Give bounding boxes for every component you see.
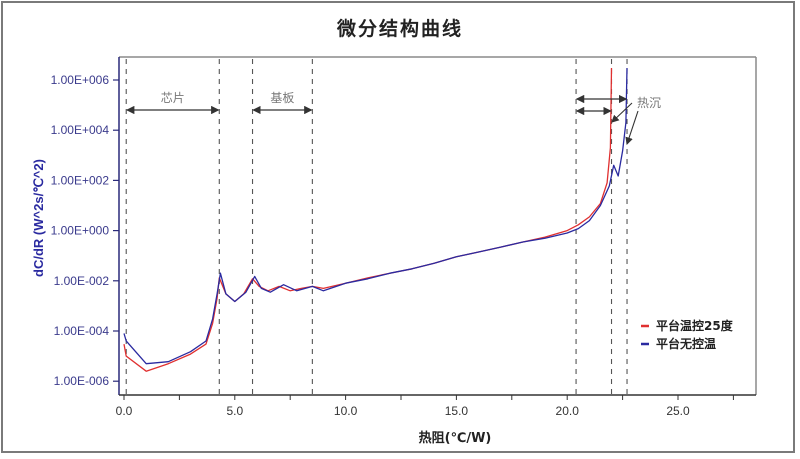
plot-area — [118, 56, 757, 396]
chart-frame — [1, 1, 795, 453]
x-tick-label: 10.0 — [334, 404, 358, 418]
pointer-arrow — [611, 102, 633, 123]
legend-label: 平台无控温 — [656, 336, 716, 351]
region-label: 芯片 — [161, 91, 185, 105]
x-tick-label: 20.0 — [556, 404, 580, 418]
y-tick-label: 1.00E-002 — [54, 274, 110, 288]
region-label: 基板 — [270, 91, 294, 105]
y-axis-label: dC/dR (W^2s/℃^2) — [31, 159, 46, 277]
pointer-arrow — [625, 110, 639, 146]
region-label-heatsink: 热沉 — [637, 96, 661, 110]
data-series — [123, 67, 628, 372]
y-tick-label: 1.00E+006 — [51, 73, 110, 87]
y-tick-label: 1.00E+004 — [51, 123, 110, 137]
series-line-uncontrolled — [123, 67, 628, 365]
legend-label: 平台温控25度 — [656, 318, 734, 333]
x-tick-label: 25.0 — [666, 404, 690, 418]
x-axis-label: 热阻(℃/W) — [419, 430, 492, 446]
x-tick-label: 0.0 — [116, 404, 133, 418]
x-tick-label: 15.0 — [445, 404, 469, 418]
y-axis: 1.00E+006 1.00E+004 1.00E+002 1.00E+000 1.00… — [51, 73, 119, 388]
x-tick-label: 5.0 — [226, 404, 243, 418]
region-annotations: 芯片 基板 热沉 — [126, 91, 661, 146]
series-line-temp-controlled — [123, 67, 613, 372]
x-axis: 0.0 5.0 10.0 15.0 20.0 25.0 — [116, 395, 734, 418]
chart-title: 微分结构曲线 — [336, 18, 463, 40]
y-tick-label: 1.00E-006 — [54, 374, 110, 388]
y-tick-label: 1.00E+002 — [51, 173, 110, 187]
y-tick-label: 1.00E+000 — [51, 224, 110, 238]
y-tick-label: 1.00E-004 — [54, 324, 110, 338]
